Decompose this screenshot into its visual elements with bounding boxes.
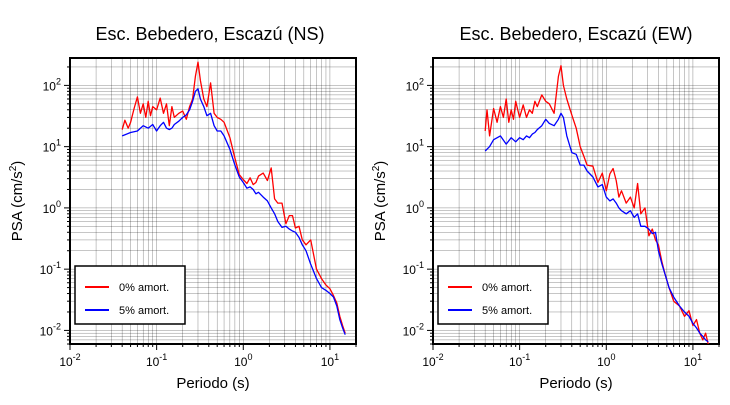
y-tick-label: 102: [43, 76, 61, 93]
legend-label: 5% amort.: [482, 305, 532, 317]
tick-base: 10: [406, 79, 420, 93]
tick-base: 10: [146, 355, 160, 369]
tick-exponent: 0: [419, 199, 424, 209]
tick-exponent: -1: [416, 260, 424, 270]
y-axis-label: PSA (cm/s2): [371, 161, 389, 242]
tick-exponent: 2: [419, 76, 424, 86]
legend-label: 0% amort.: [119, 282, 169, 294]
x-axis-label: Periodo (s): [176, 375, 249, 392]
plot-frame: [69, 57, 357, 345]
x-tick-label: 10-2: [422, 352, 443, 369]
y-axis-label-end: ): [9, 161, 26, 166]
x-tick-label: 10-2: [59, 352, 80, 369]
tick-exponent: 1: [334, 352, 339, 362]
legend-box: [437, 265, 549, 325]
legend-box: [74, 265, 186, 325]
tick-exponent: -1: [53, 260, 61, 270]
tick-base: 10: [406, 202, 420, 216]
x-tick-label: 101: [321, 352, 339, 369]
tick-exponent: -1: [159, 352, 167, 362]
x-tick-label: 100: [597, 352, 615, 369]
y-tick-label: 102: [406, 76, 424, 93]
tick-base: 10: [59, 355, 73, 369]
axis-ticks: [64, 66, 357, 350]
tick-exponent: 1: [56, 138, 61, 148]
chart-panel-ns: Esc. Bebedero, Escazú (NS)10-2 10-1 100 101…: [8, 24, 357, 392]
tick-exponent: 0: [56, 199, 61, 209]
legend: 0% amort. 5% amort.: [437, 265, 549, 325]
y-axis-label-main: PSA (cm/s: [372, 171, 389, 241]
tick-exponent: 1: [419, 138, 424, 148]
chart-title: Esc. Bebedero, Escazú (EW): [459, 24, 692, 44]
tick-base: 10: [234, 355, 248, 369]
tick-base: 10: [403, 324, 417, 338]
tick-base: 10: [422, 355, 436, 369]
tick-exponent: -2: [53, 321, 61, 331]
tick-base: 10: [43, 202, 57, 216]
tick-exponent: 2: [56, 76, 61, 86]
y-axis-label-end: ): [372, 161, 389, 166]
tick-base: 10: [509, 355, 523, 369]
tick-base: 10: [684, 355, 698, 369]
tick-base: 10: [403, 263, 417, 277]
tick-base: 10: [43, 79, 57, 93]
y-tick-label: 10-1: [40, 260, 61, 277]
tick-exponent: 1: [697, 352, 702, 362]
tick-exponent: -2: [416, 321, 424, 331]
y-axis-label-sup: 2: [8, 165, 19, 171]
tick-exponent: 0: [610, 352, 615, 362]
chart-panel-ew: Esc. Bebedero, Escazú (EW)10-2 10-1 100 101…: [371, 24, 720, 392]
tick-exponent: 0: [247, 352, 252, 362]
legend: 0% amort. 5% amort.: [74, 265, 186, 325]
series-line-damped: [484, 112, 709, 343]
x-tick-label: 10-1: [146, 352, 167, 369]
tick-exponent: -2: [436, 352, 444, 362]
tick-base: 10: [40, 324, 54, 338]
legend-label: 0% amort.: [482, 282, 532, 294]
axis-ticks: [427, 66, 720, 350]
y-axis-label-sup: 2: [371, 165, 382, 171]
x-tick-label: 100: [234, 352, 252, 369]
x-axis-label: Periodo (s): [539, 375, 612, 392]
grid: [433, 58, 719, 344]
x-tick-label: 101: [684, 352, 702, 369]
y-tick-label: 100: [406, 199, 424, 216]
series-line-damped: [121, 88, 346, 335]
y-axis-label-main: PSA (cm/s: [9, 171, 26, 241]
tick-base: 10: [40, 263, 54, 277]
y-tick-label: 101: [43, 138, 61, 155]
legend-label: 5% amort.: [119, 305, 169, 317]
y-tick-label: 101: [406, 138, 424, 155]
tick-exponent: -1: [522, 352, 530, 362]
y-tick-label: 10-2: [40, 321, 61, 338]
tick-base: 10: [406, 141, 420, 155]
series-line-undamped: [121, 61, 346, 334]
y-tick-label: 10-2: [403, 321, 424, 338]
y-axis-label: PSA (cm/s2): [8, 161, 26, 242]
tick-exponent: -2: [73, 352, 81, 362]
y-tick-label: 10-1: [403, 260, 424, 277]
y-tick-label: 100: [43, 199, 61, 216]
x-tick-label: 10-1: [509, 352, 530, 369]
chart-title: Esc. Bebedero, Escazú (NS): [95, 24, 324, 44]
tick-base: 10: [43, 141, 57, 155]
tick-base: 10: [321, 355, 335, 369]
tick-base: 10: [597, 355, 611, 369]
plot-frame: [432, 57, 720, 345]
